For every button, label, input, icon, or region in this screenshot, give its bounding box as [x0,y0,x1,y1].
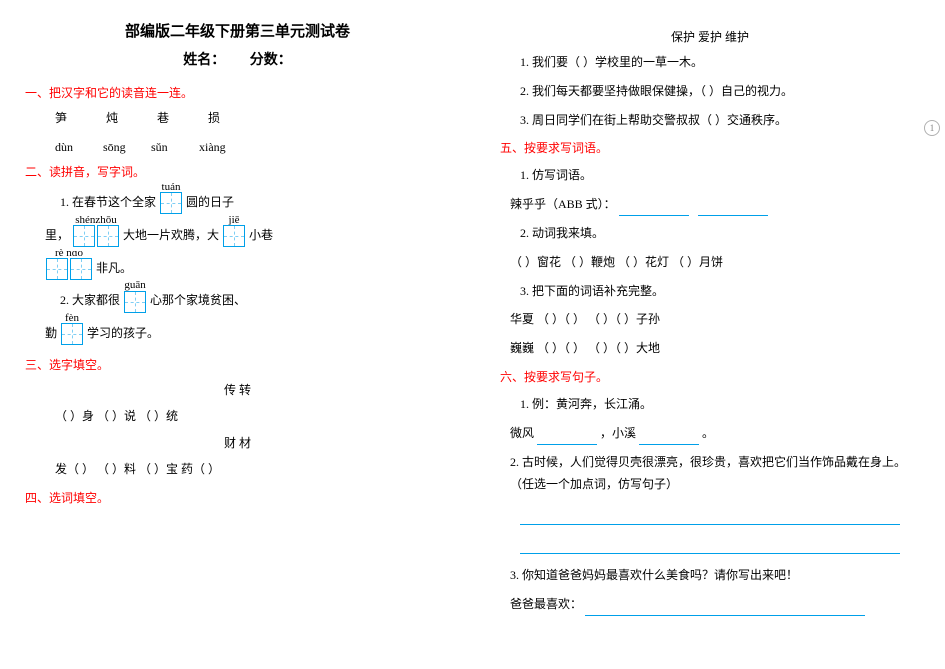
s2-q1-line2: 里， shénzhōu 大地一片欢腾，大 jiē 小巷 [45,221,450,250]
s6-q3-fill: 爸爸最喜欢： [510,593,920,616]
s6-q1-a: 微风 [510,426,534,440]
s5-q3-l2: 巍巍 （ ）（ ） （ ）（ ）大地 [510,337,920,360]
box-group-tuan: tuán [159,188,183,217]
blank-line[interactable] [585,601,865,616]
s2-q2-l2-end: 学习的孩子。 [87,326,159,340]
tian-box[interactable] [97,225,119,247]
box-group-fen: fèn [60,319,84,348]
section-5-head: 五、按要求写词语。 [500,139,920,156]
tian-box[interactable] [61,323,83,345]
section-3-head: 三、选字填空。 [25,356,450,373]
section-1-head: 一、把汉字和它的读音连一连。 [25,84,450,101]
s6-q3: 3. 你知道爸爸妈妈最喜欢什么美食吗？请你写出来吧！ [510,564,920,587]
tian-box[interactable] [160,192,182,214]
section-2-head: 二、读拼音，写字词。 [25,163,450,180]
blank-line[interactable] [698,201,768,216]
s6-q1-b: ，小溪 [600,426,636,440]
s2-q1-l2-mid: 大地一片欢腾，大 [123,228,219,242]
doc-subtitle: 姓名： 分数： [25,49,450,69]
box-group-renao: rè nɑo [45,254,93,283]
answer-line-2[interactable] [520,535,900,554]
margin-marker-icon: 1 [924,120,940,136]
doc-title: 部编版二年级下册第三单元测试卷 [25,20,450,41]
tian-box[interactable] [70,258,92,280]
s4-q3: 3. 周日同学们在街上帮助交警叔叔（ ）交通秩序。 [520,109,920,132]
section-6-head: 六、按要求写句子。 [500,368,920,385]
s5-q1-line: 辣乎乎（ABB 式）： [510,193,920,216]
s3-g1-line: （ ）身 （ ）说 （ ）统 [55,404,450,428]
pinyin-3: sǔn [151,140,196,155]
s3-g2-line: 发（ ） （ ）料 （ ）宝 药（ ） [55,457,450,481]
right-column: 保护 爱护 维护 1. 我们要（ ）学校里的一草一木。 2. 我们每天都要坚持做… [475,0,945,669]
box-group-guan: guān [123,286,147,315]
pinyin-4: xiàng [199,140,244,155]
s5-q2-line: （ ）窗花 （ ）鞭炮 （ ）花灯 （ ）月饼 [510,251,920,274]
score-label: 分数： [250,53,292,68]
box-group-jie: jiē [222,221,246,250]
s3-g1: 传 转 [25,381,450,398]
name-label: 姓名： [183,53,225,68]
blank-line[interactable] [619,201,689,216]
s2-q2-line1: 2. 大家都很 guān 心那个家境贫困、 [60,286,450,315]
section-4-head: 四、选词填空。 [25,489,450,506]
s6-q1-fill: 微风 ，小溪 。 [510,422,920,445]
s4-words: 保护 爱护 维护 [500,28,920,45]
s5-q1-text: 辣乎乎（ABB 式）： [510,197,616,211]
s5-q2-label: 2. 动词我来填。 [520,222,920,245]
s6-q1-label: 1. 例：黄河奔，长江涌。 [520,393,920,416]
s5-q3-label: 3. 把下面的词语补充完整。 [520,280,920,303]
s6-q2: 2. 古时候，人们觉得贝壳很漂亮，很珍贵，喜欢把它们当作饰品戴在身上。（任选一个… [510,451,920,497]
s5-q1-label: 1. 仿写词语。 [520,164,920,187]
s4-q1: 1. 我们要（ ）学校里的一草一木。 [520,51,920,74]
answer-line-1[interactable] [520,506,900,525]
s2-q2-mid: 心那个家境贫困、 [150,293,246,307]
s1-pinyins: dùn sōng sǔn xiàng [55,140,450,155]
s2-q2-line2: 勤 fèn 学习的孩子。 [45,319,450,348]
s2-q1-l2-end: 小巷 [249,228,273,242]
page-container: 部编版二年级下册第三单元测试卷 姓名： 分数： 一、把汉字和它的读音连一连。 笋… [0,0,945,669]
s6-q3-text: 爸爸最喜欢： [510,597,582,611]
left-column: 部编版二年级下册第三单元测试卷 姓名： 分数： 一、把汉字和它的读音连一连。 笋… [0,0,475,669]
s3-g2: 财 材 [25,434,450,451]
s1-chars: 笋 炖 巷 损 [55,109,450,126]
pinyin-1: dùn [55,140,100,155]
pinyin-2: sōng [103,140,148,155]
blank-line[interactable] [639,430,699,445]
blank-line[interactable] [537,430,597,445]
tian-box[interactable] [124,291,146,313]
s4-q2: 2. 我们每天都要坚持做眼保健操，（ ）自己的视力。 [520,80,920,103]
s5-q3-l1: 华夏 （ ）（ ） （ ）（ ）子孙 [510,308,920,331]
s2-q1-line3: rè nɑo 非凡。 [45,254,450,283]
s2-q2-l2-pre: 勤 [45,326,57,340]
tian-box[interactable] [46,258,68,280]
tian-box[interactable] [223,225,245,247]
s6-q1-c: 。 [702,426,714,440]
